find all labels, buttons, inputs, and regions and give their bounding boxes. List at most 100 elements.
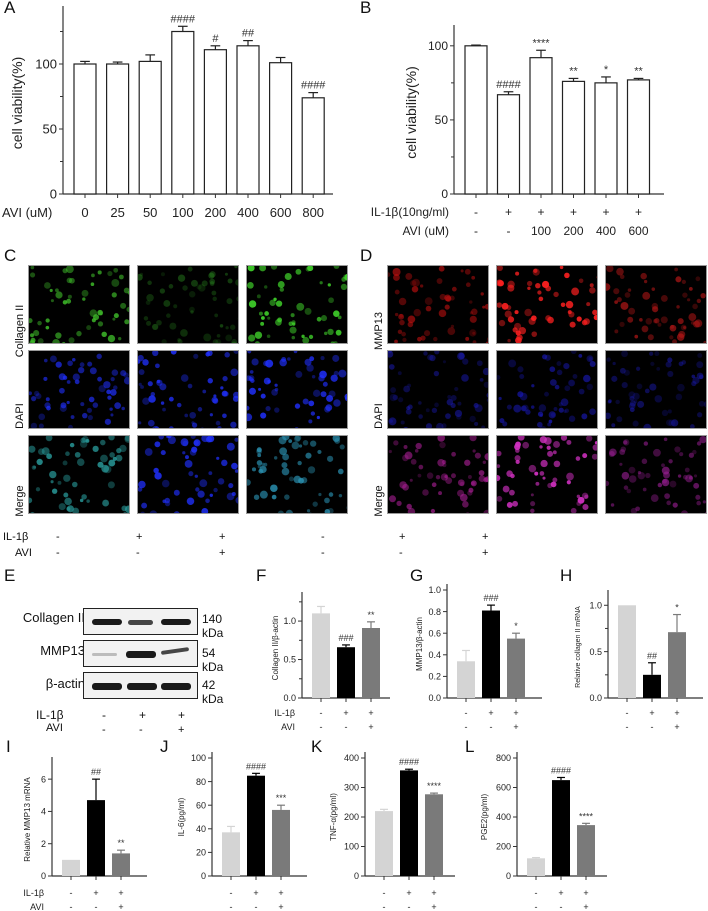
svg-text:IL-1β(10ng/ml): IL-1β(10ng/ml) xyxy=(371,205,449,219)
svg-text:+: + xyxy=(118,888,123,898)
panel-label-h: H xyxy=(560,566,573,585)
svg-text:-: - xyxy=(465,708,468,718)
svg-text:Collagen II/β-actin: Collagen II/β-actin xyxy=(271,616,280,681)
svg-text:cell viability(%): cell viability(%) xyxy=(9,57,25,150)
row-label-dapi: DAPI xyxy=(14,403,26,429)
cond-value: - xyxy=(321,531,325,543)
svg-text:0.0: 0.0 xyxy=(589,693,602,703)
micrograph-tile xyxy=(137,435,239,514)
svg-text:60: 60 xyxy=(196,800,206,810)
svg-text:-: - xyxy=(95,902,98,911)
cond-value: + xyxy=(219,531,226,543)
panel-label-i: I xyxy=(6,737,11,756)
micrograph-tile xyxy=(387,435,489,514)
svg-text:-: - xyxy=(535,888,538,898)
svg-text:100: 100 xyxy=(428,39,448,53)
svg-text:+: + xyxy=(513,722,518,730)
svg-text:+: + xyxy=(406,888,411,898)
svg-text:+: + xyxy=(674,708,679,718)
svg-text:MMP13/β-actin: MMP13/β-actin xyxy=(415,617,424,671)
svg-text:**: ** xyxy=(367,610,375,620)
svg-text:100: 100 xyxy=(35,57,57,72)
svg-text:+: + xyxy=(505,205,512,219)
chart-i-mmp13-mrna: 0 2 4 6 Relative MMP13 mRNA - - ## + - ** + + IL-1β AV… xyxy=(23,757,147,911)
svg-text:-: - xyxy=(465,722,468,730)
svg-text:Relative collagen II mRNA: Relative collagen II mRNA xyxy=(575,606,582,688)
svg-text:+: + xyxy=(368,722,373,730)
svg-text:Relative MMP13 mRNA: Relative MMP13 mRNA xyxy=(23,777,32,862)
svg-text:+: + xyxy=(118,902,123,911)
svg-text:+: + xyxy=(368,708,373,718)
svg-text:+: + xyxy=(431,902,436,911)
svg-text:1.0: 1.0 xyxy=(283,616,296,626)
panel-label-f: F xyxy=(256,566,267,585)
micrograph-tile xyxy=(137,350,239,429)
svg-text:####: #### xyxy=(551,765,571,775)
svg-text:400: 400 xyxy=(596,224,616,238)
micrograph-tile xyxy=(605,435,707,514)
svg-text:####: #### xyxy=(171,13,196,25)
svg-text:200: 200 xyxy=(344,812,359,822)
svg-text:##: ## xyxy=(242,28,255,40)
svg-text:-: - xyxy=(320,708,323,718)
svg-text:0.0: 0.0 xyxy=(428,693,441,703)
svg-text:+: + xyxy=(602,205,609,219)
svg-text:0.0: 0.0 xyxy=(283,693,296,703)
svg-text:-: - xyxy=(626,722,629,730)
svg-text:IL-1β: IL-1β xyxy=(274,708,295,718)
svg-text:-: - xyxy=(230,902,233,911)
micrograph-tile xyxy=(28,350,130,429)
svg-text:**: ** xyxy=(634,65,643,77)
svg-text:####: #### xyxy=(496,79,521,91)
micrograph-tile xyxy=(28,435,130,514)
condition-label-avi: AVI xyxy=(15,547,32,559)
micrograph-tile xyxy=(605,350,707,429)
svg-text:***: *** xyxy=(276,793,287,803)
cond-value: + xyxy=(136,531,143,543)
svg-text:*: * xyxy=(604,64,609,76)
svg-text:****: **** xyxy=(532,37,550,49)
panel-label-e: E xyxy=(4,566,16,585)
svg-text:cell viability(%): cell viability(%) xyxy=(403,66,419,159)
cond-value: - xyxy=(56,547,60,559)
svg-text:+: + xyxy=(343,708,348,718)
svg-text:-: - xyxy=(651,722,654,730)
cond-value: - xyxy=(136,547,140,559)
svg-text:800: 800 xyxy=(496,753,511,763)
svg-text:*: * xyxy=(514,621,518,631)
svg-text:-: - xyxy=(345,722,348,730)
svg-text:40: 40 xyxy=(196,824,206,834)
wb-kda-beta-actin: 42 kDa xyxy=(202,678,224,706)
svg-text:50: 50 xyxy=(435,113,449,127)
svg-text:1.0: 1.0 xyxy=(428,585,441,595)
svg-text:100: 100 xyxy=(531,224,551,238)
cond-value: + xyxy=(219,547,226,559)
svg-text:+: + xyxy=(583,888,588,898)
svg-text:**: ** xyxy=(569,65,578,77)
svg-text:25: 25 xyxy=(110,205,124,220)
svg-text:AVI: AVI xyxy=(30,902,44,911)
cond-value: + xyxy=(178,708,186,722)
panel-label-d: D xyxy=(360,246,373,265)
svg-text:+: + xyxy=(558,888,563,898)
svg-text:PGE2(pg/ml): PGE2(pg/ml) xyxy=(480,794,489,841)
svg-text:-: - xyxy=(490,722,493,730)
svg-text:-: - xyxy=(474,205,478,219)
cond-value: + xyxy=(399,531,406,543)
svg-text:####: #### xyxy=(246,761,266,771)
svg-text:+: + xyxy=(278,888,283,898)
svg-text:-: - xyxy=(383,902,386,911)
svg-text:400: 400 xyxy=(237,205,259,220)
cond-value: + xyxy=(139,708,147,722)
svg-text:0.6: 0.6 xyxy=(428,628,441,638)
svg-text:**: ** xyxy=(117,838,125,848)
cond-value: - xyxy=(139,724,143,736)
micrograph-tile xyxy=(28,265,130,344)
svg-text:-: - xyxy=(320,722,323,730)
micrograph-tile xyxy=(246,265,348,344)
panel-label-a: A xyxy=(4,0,16,17)
svg-text:0: 0 xyxy=(201,871,206,881)
panel-label-j: J xyxy=(160,737,169,756)
svg-text:100: 100 xyxy=(191,753,206,763)
